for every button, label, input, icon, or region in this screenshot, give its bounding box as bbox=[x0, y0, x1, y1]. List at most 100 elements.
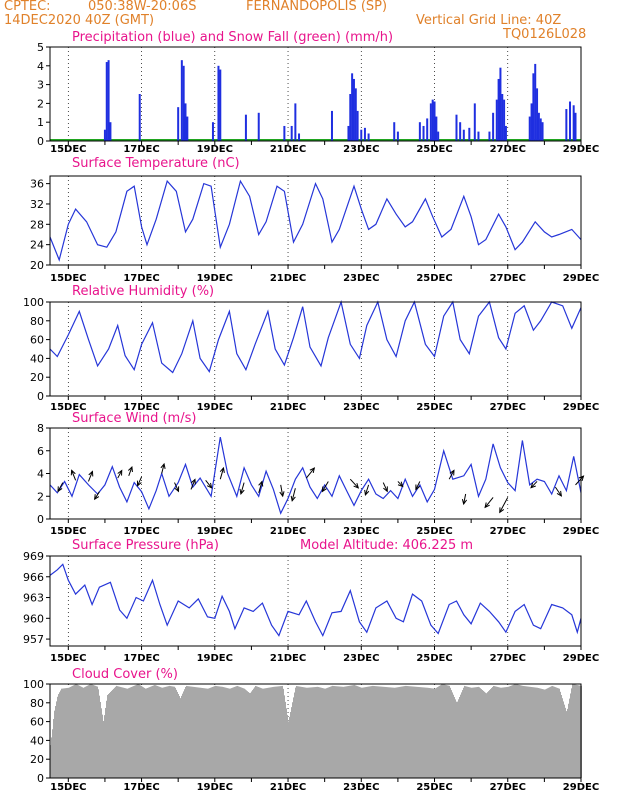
cloud-bar bbox=[106, 700, 107, 778]
cloud-bar bbox=[552, 685, 553, 778]
cloud-bar bbox=[101, 708, 102, 778]
cloud-bar bbox=[191, 686, 192, 778]
cloud-bar bbox=[406, 685, 407, 778]
cloud-bar bbox=[56, 701, 57, 778]
cloud-bar bbox=[378, 686, 379, 778]
cloud-bar bbox=[380, 686, 381, 778]
x-tick-label: 27DEC bbox=[490, 273, 526, 284]
cloud-bar bbox=[334, 686, 335, 778]
cloud-bar bbox=[113, 688, 114, 778]
cloud-bar bbox=[69, 687, 70, 778]
wind-arrow bbox=[382, 482, 388, 492]
x-tick-label: 23DEC bbox=[343, 653, 379, 664]
cloud-bar bbox=[511, 685, 512, 778]
x-tick-label: 25DEC bbox=[416, 402, 452, 413]
y-tick-label: 960 bbox=[23, 612, 44, 625]
cloud-bar bbox=[501, 687, 502, 778]
precip-bar bbox=[105, 62, 108, 141]
wind-arrow-head bbox=[136, 480, 142, 487]
y-tick-label: 963 bbox=[23, 592, 44, 605]
precip-bar bbox=[351, 73, 354, 141]
x-tick-label: 29DEC bbox=[563, 653, 599, 664]
cloud-bar bbox=[284, 695, 285, 778]
cloud-bar bbox=[209, 688, 210, 778]
cloud-bar bbox=[550, 686, 551, 778]
y-tick-label: 60 bbox=[30, 334, 44, 347]
cloud-bar bbox=[514, 684, 515, 778]
cloud-bar bbox=[481, 689, 482, 778]
cloud-bar bbox=[354, 684, 355, 778]
cloud-bar bbox=[163, 687, 164, 778]
cloud-bar bbox=[119, 686, 120, 778]
cloud-bar bbox=[72, 685, 73, 778]
cloud-bar bbox=[168, 686, 169, 778]
wind-arrow bbox=[240, 482, 245, 494]
cloud-bar bbox=[100, 701, 101, 778]
cloud-bar bbox=[546, 688, 547, 778]
wind-arrow bbox=[530, 481, 538, 489]
y-tick-label: 40 bbox=[30, 352, 44, 365]
cloud-bar bbox=[131, 686, 132, 778]
cloud-bar bbox=[273, 686, 274, 778]
cloud-bar bbox=[87, 685, 88, 778]
cloud-bar bbox=[544, 689, 545, 778]
x-tick-label: 17DEC bbox=[123, 782, 159, 793]
cloud-bar bbox=[60, 690, 61, 778]
cloud-bar bbox=[464, 685, 465, 778]
cloud-bar bbox=[484, 691, 485, 778]
x-tick-label: 21DEC bbox=[270, 402, 306, 413]
header-date: 14DEC2020 40Z (GMT) bbox=[4, 13, 155, 28]
cloud-bar bbox=[300, 686, 301, 778]
cloud-bar bbox=[171, 686, 172, 778]
cloud-bar bbox=[422, 687, 423, 778]
cloud-bar bbox=[405, 685, 406, 778]
wind-arrow bbox=[499, 497, 509, 513]
cloud-bar bbox=[564, 704, 565, 778]
cloud-bar bbox=[451, 690, 452, 778]
cloud-bar bbox=[493, 685, 494, 778]
precip-bar bbox=[219, 69, 222, 141]
cloud-bar bbox=[403, 686, 404, 778]
cloud-bar bbox=[309, 687, 310, 778]
x-tick-label: 27DEC bbox=[490, 653, 526, 664]
wind-arrow bbox=[280, 484, 284, 497]
cloud-bar bbox=[74, 684, 75, 778]
cloud-bar bbox=[231, 688, 232, 778]
cloud-bar bbox=[408, 686, 409, 778]
cloud-bar bbox=[301, 686, 302, 778]
cloud-bar bbox=[242, 687, 243, 778]
precip-bar bbox=[257, 112, 260, 141]
precip-bar bbox=[418, 122, 421, 141]
cloud-bar bbox=[287, 714, 288, 778]
panel-frame bbox=[49, 683, 582, 779]
precip-bar bbox=[367, 133, 370, 141]
cloud-bar bbox=[226, 687, 227, 778]
cloud-bar bbox=[97, 686, 98, 778]
cloud-bar bbox=[90, 684, 91, 778]
cloud-bar bbox=[199, 687, 200, 778]
precip-bar bbox=[565, 109, 568, 141]
y-tick-label: 8 bbox=[37, 422, 44, 435]
cloud-bar bbox=[212, 686, 213, 778]
cloud-bar bbox=[573, 684, 574, 778]
cloud-bar bbox=[491, 688, 492, 778]
cloud-bar bbox=[103, 720, 104, 778]
cloud-bar bbox=[419, 687, 420, 778]
cloud-bar bbox=[375, 686, 376, 778]
x-tick-label: 15DEC bbox=[50, 526, 86, 537]
cloud-bar bbox=[268, 687, 269, 778]
y-tick-label: 0 bbox=[37, 390, 44, 403]
cloud-bar bbox=[315, 687, 316, 778]
cloud-bar bbox=[83, 687, 84, 778]
precip-bar bbox=[569, 101, 572, 141]
cloud-bar bbox=[76, 684, 77, 778]
wind-arrow-head bbox=[309, 467, 316, 474]
cloud-bar bbox=[383, 686, 384, 778]
cloud-bar bbox=[229, 688, 230, 778]
cloud-bar bbox=[365, 687, 366, 778]
wind-arrow bbox=[448, 470, 455, 480]
cloud-bar bbox=[180, 698, 181, 778]
wind-arrow-head bbox=[70, 469, 76, 476]
cloud-bar bbox=[547, 688, 548, 778]
cloud-bar bbox=[497, 686, 498, 778]
